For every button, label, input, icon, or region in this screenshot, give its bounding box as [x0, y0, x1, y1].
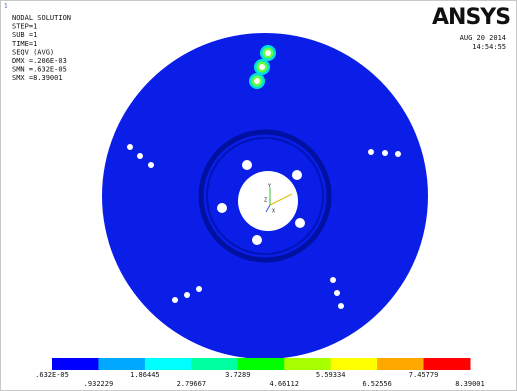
ansys-viewport: 1 NODAL SOLUTIONSTEP=1SUB =1TIME=1SEQV (…	[0, 0, 517, 391]
legend-swatch	[52, 358, 99, 370]
header-line: SMX =8.39001	[12, 74, 63, 82]
time: 14:54:55	[472, 43, 506, 51]
triad-y: Y	[268, 184, 271, 190]
triad-x: X	[272, 209, 275, 215]
legend-swatch	[191, 358, 238, 370]
window-number: 1	[4, 3, 8, 10]
legend-swatch	[145, 358, 192, 370]
legend-swatch	[98, 358, 145, 370]
legend-swatch	[238, 358, 285, 370]
center-hole	[238, 171, 298, 231]
header-line: DMX =.206E-03	[12, 57, 67, 65]
legend-swatch	[377, 358, 424, 370]
header-line: SEQV (AVG)	[12, 48, 54, 56]
header-line: SMN =.632E-05	[12, 66, 67, 74]
logo: ANSYS	[432, 5, 510, 30]
legend-label: .632E-05	[35, 371, 69, 379]
legend-label: .932229	[84, 380, 114, 388]
header-line: TIME=1	[12, 40, 37, 48]
legend-swatch	[424, 358, 471, 370]
legend-label: 5.59334	[316, 371, 346, 379]
header-line: NODAL SOLUTION	[12, 14, 71, 22]
triad-z: Z	[264, 198, 267, 204]
header-line: SUB =1	[12, 31, 37, 39]
legend-label: 8.39001	[455, 380, 485, 388]
legend-label: 1.86445	[130, 371, 160, 379]
legend-label: 3.7289	[225, 371, 250, 379]
legend-swatch	[284, 358, 331, 370]
legend-label: 2.79667	[177, 380, 207, 388]
legend-label: 6.52556	[362, 380, 392, 388]
legend-label: 4.66112	[269, 380, 299, 388]
legend-swatch	[331, 358, 378, 370]
header-line: STEP=1	[12, 23, 37, 31]
legend-label: 7.45779	[409, 371, 439, 379]
date: AUG 20 2014	[460, 34, 506, 42]
